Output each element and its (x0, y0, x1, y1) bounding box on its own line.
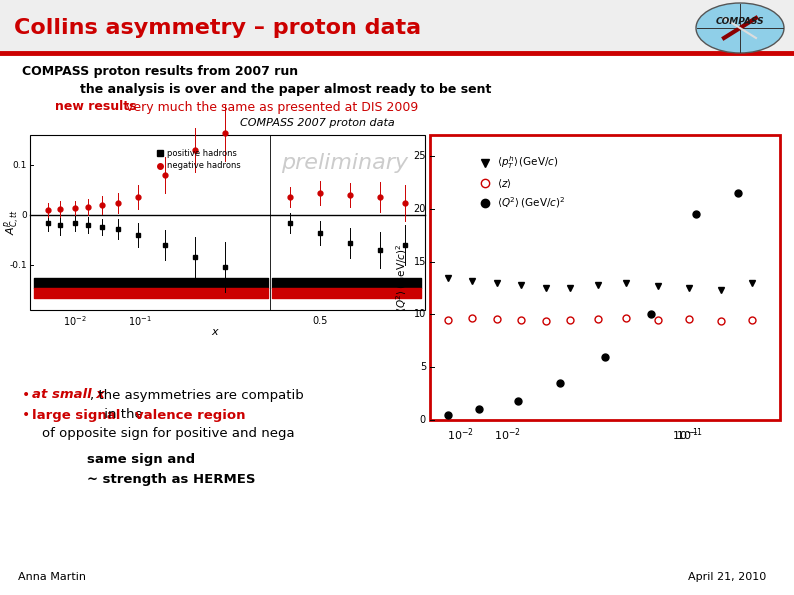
Text: $10^{-2}$: $10^{-2}$ (494, 427, 520, 443)
Bar (0, 0, 794, 53)
Text: negative hadrons: negative hadrons (167, 161, 241, 171)
Text: of opposite sign for positive and nega: of opposite sign for positive and nega (42, 427, 295, 440)
Text: $10^{-2}$: $10^{-2}$ (446, 427, 473, 443)
Text: $\langle Q^2\rangle\,({\rm GeV}/c)^2$: $\langle Q^2\rangle\,({\rm GeV}/c)^2$ (497, 196, 565, 211)
Text: preliminary: preliminary (282, 153, 408, 173)
Text: ~ strength as HERMES: ~ strength as HERMES (87, 472, 256, 486)
Text: COMPASS: COMPASS (715, 17, 765, 27)
Text: Collins asymmetry – proton data: Collins asymmetry – proton data (14, 18, 421, 38)
Ellipse shape (696, 3, 784, 53)
Text: the analysis is over and the paper almost ready to be sent: the analysis is over and the paper almos… (80, 83, 491, 96)
Text: 15: 15 (414, 256, 426, 267)
Bar (430, 135, 780, 420)
Bar (30, 135, 425, 310)
Text: •: • (22, 408, 30, 422)
Text: 25: 25 (414, 151, 426, 161)
Text: $10^{-1}$: $10^{-1}$ (128, 314, 152, 328)
Text: $\langle z\rangle$: $\langle z\rangle$ (497, 177, 511, 189)
Text: -0.1: -0.1 (10, 261, 27, 270)
Text: $A^p_{C,tt}$: $A^p_{C,tt}$ (2, 209, 21, 236)
Text: $10^{-1}$: $10^{-1}$ (672, 427, 699, 443)
Text: •: • (22, 388, 30, 402)
Text: very much the same as presented at DIS 2009: very much the same as presented at DIS 2… (122, 101, 418, 114)
Text: COMPASS 2007 proton data: COMPASS 2007 proton data (240, 118, 395, 128)
Text: $10^{-1}$: $10^{-1}$ (676, 427, 703, 443)
Text: April 21, 2010: April 21, 2010 (688, 572, 766, 582)
Text: 0.1: 0.1 (13, 161, 27, 170)
Text: valence region: valence region (135, 409, 245, 421)
Text: same sign and: same sign and (87, 453, 195, 466)
Text: COMPASS proton results from 2007 run: COMPASS proton results from 2007 run (22, 64, 298, 77)
Text: 10: 10 (414, 309, 426, 320)
Text: 0: 0 (21, 211, 27, 220)
Text: positive hadrons: positive hadrons (167, 149, 237, 158)
Text: 20: 20 (414, 204, 426, 214)
Text: new results: new results (55, 101, 137, 114)
Text: Anna Martin: Anna Martin (18, 572, 86, 582)
Text: $\langle Q^2\rangle\,({\rm GeV}/c)^2$: $\langle Q^2\rangle\,({\rm GeV}/c)^2$ (395, 243, 410, 312)
Text: $\langle p_T^h\rangle\,({\rm GeV}/c)$: $\langle p_T^h\rangle\,({\rm GeV}/c)$ (497, 155, 559, 171)
Text: at small x: at small x (32, 389, 105, 402)
Text: 0.5: 0.5 (312, 316, 328, 326)
Text: large signal: large signal (32, 409, 121, 421)
Text: in the: in the (100, 409, 147, 421)
Text: $10^{-2}$: $10^{-2}$ (63, 314, 87, 328)
Text: $x$: $x$ (210, 327, 219, 337)
Text: , the asymmetries are compatib: , the asymmetries are compatib (90, 389, 304, 402)
Text: 0: 0 (420, 415, 426, 425)
Text: 5: 5 (420, 362, 426, 372)
